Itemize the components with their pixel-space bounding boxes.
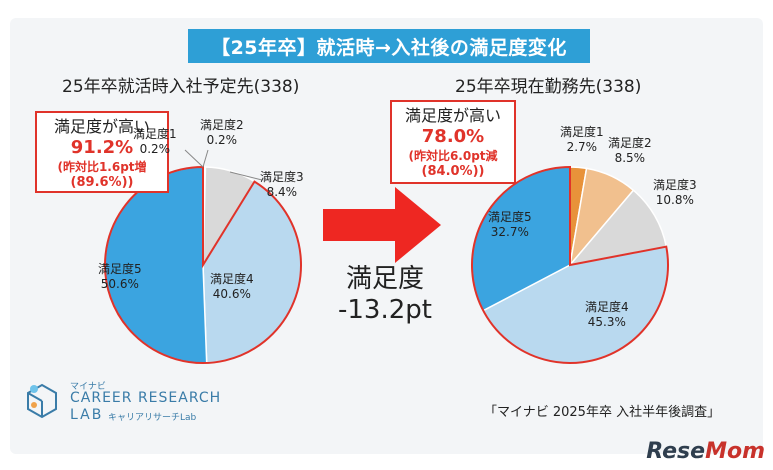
logo-line1: CAREER RESEARCH: [70, 390, 222, 406]
right-callout-value: 78.0%: [421, 126, 485, 147]
logo-line2-sub: キャリアリサーチLab: [108, 413, 197, 423]
right-label-s5: 満足度5 32.7%: [488, 210, 532, 239]
left-label-s4: 満足度4 40.6%: [210, 272, 254, 301]
left-pie-leader-line-3: [229, 171, 263, 181]
right-arrow-icon: [323, 187, 441, 263]
banner-title: 【25年卒】就活時→入社後の満足度変化: [188, 29, 590, 63]
left-label-s1: 満足度1 0.2%: [133, 127, 177, 156]
right-chart-title: 25年卒現在勤務先(338): [455, 77, 642, 97]
right-callout-note1: (昨対比6.0pt減: [408, 149, 498, 163]
source-note: 「マイナビ 2025年卒 入社半年後調査」: [484, 405, 721, 420]
left-callout-value: 91.2%: [70, 137, 134, 158]
right-label-s3: 満足度3 10.8%: [653, 178, 697, 207]
left-chart-title: 25年卒就活時入社予定先(338): [62, 77, 300, 97]
left-callout-note1: (昨対比1.6pt増: [57, 160, 147, 174]
left-label-s2: 満足度2 0.2%: [200, 118, 244, 147]
right-pie-high-satisfaction-outline: [471, 165, 669, 364]
left-label-s5: 満足度5 50.6%: [98, 262, 142, 291]
right-pie-slice-3: [568, 189, 668, 267]
left-pie-leader-line-1: [184, 149, 204, 168]
career-research-lab-logo-icon: [27, 383, 57, 419]
right-callout-note2: (84.0%)): [421, 164, 485, 179]
right-callout: 満足度が高い 78.0% (昨対比6.0pt減 (84.0%)): [390, 100, 516, 184]
right-label-s1: 満足度1 2.7%: [560, 125, 604, 154]
arrow-label-line2: -13.2pt: [338, 295, 432, 325]
right-label-s2: 満足度2 8.5%: [608, 136, 652, 165]
left-pie-high-satisfaction-outline: [104, 165, 302, 364]
logo-brand-small: マイナビ: [70, 382, 106, 392]
left-callout-title: 満足度が高い: [53, 117, 150, 136]
arrow-label-line1: 満足度: [345, 264, 424, 294]
left-callout-note2: (89.6%)): [70, 175, 134, 190]
right-label-s4: 満足度4 45.3%: [585, 300, 629, 329]
resemom-watermark: ReseMom: [646, 439, 765, 464]
logo-line2: LAB: [70, 407, 104, 423]
right-callout-title: 満足度が高い: [404, 106, 501, 125]
left-pie-leader-line-2: [202, 149, 209, 168]
left-callout: 満足度が高い 91.2% (昨対比1.6pt増 (89.6%)): [35, 111, 169, 193]
arrow-label: 満足度 -13.2pt: [325, 258, 445, 325]
left-label-s3: 満足度3 8.4%: [260, 170, 304, 199]
